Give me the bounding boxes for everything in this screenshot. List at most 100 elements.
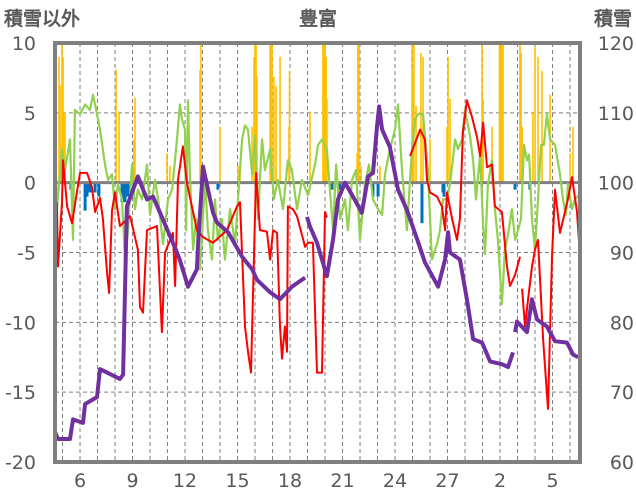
blue-bar bbox=[442, 182, 446, 197]
orange-bar bbox=[411, 43, 413, 183]
x-tick-label: 18 bbox=[278, 470, 302, 492]
gridlines bbox=[55, 43, 580, 462]
left-tick-label: -5 bbox=[17, 243, 36, 265]
orange-bar bbox=[273, 76, 275, 183]
orange-bar bbox=[309, 111, 311, 183]
right-axis-title: 積雪 bbox=[594, 7, 632, 30]
orange-bar bbox=[269, 43, 271, 183]
orange-bar bbox=[169, 165, 171, 183]
orange-bar bbox=[61, 43, 63, 183]
blue-bar bbox=[216, 182, 220, 190]
left-tick-label: -20 bbox=[5, 452, 36, 474]
left-tick-label: 0 bbox=[24, 173, 36, 195]
orange-bar bbox=[413, 43, 415, 183]
orange-bar bbox=[270, 43, 272, 183]
orange-bar bbox=[420, 52, 422, 183]
orange-bar bbox=[63, 112, 65, 183]
x-tick-label: 12 bbox=[173, 470, 197, 492]
right-tick-label: 100 bbox=[598, 173, 634, 195]
red-series-line bbox=[55, 99, 580, 410]
x-tick-label: 21 bbox=[330, 470, 354, 492]
orange-bar bbox=[255, 43, 257, 183]
orange-bar bbox=[501, 43, 503, 183]
right-tick-label: 60 bbox=[610, 452, 634, 474]
orange-bar bbox=[357, 43, 359, 183]
x-tick-label: 5 bbox=[546, 470, 558, 492]
orange-bar bbox=[62, 56, 64, 183]
orange-bar bbox=[253, 56, 255, 183]
orange-bar bbox=[279, 56, 281, 183]
blue-bar bbox=[120, 182, 124, 203]
x-tick-label: 9 bbox=[126, 470, 138, 492]
orange-bar bbox=[500, 43, 502, 183]
orange-bar bbox=[58, 56, 60, 183]
left-tick-label: 10 bbox=[12, 33, 36, 55]
orange-bar bbox=[532, 112, 534, 183]
right-axis-ticks: 120 110 100 90 80 70 60 bbox=[598, 33, 634, 474]
orange-bar bbox=[322, 43, 324, 183]
orange-bar bbox=[502, 43, 504, 183]
orange-bar bbox=[521, 126, 523, 183]
x-tick-label: 2 bbox=[494, 470, 506, 492]
blue-bar bbox=[420, 182, 424, 224]
left-tick-label: -10 bbox=[5, 312, 36, 334]
orange-bar bbox=[134, 97, 136, 183]
orange-bar bbox=[446, 126, 448, 183]
right-tick-label: 70 bbox=[610, 382, 634, 404]
blue-bar bbox=[123, 182, 127, 203]
blue-bar bbox=[93, 182, 97, 193]
orange-bar bbox=[379, 165, 381, 183]
plot-frame bbox=[53, 41, 582, 464]
blue-bar bbox=[330, 182, 334, 190]
orange-bar bbox=[325, 56, 327, 183]
orange-bar bbox=[449, 98, 451, 183]
orange-bar bbox=[358, 43, 360, 183]
bars-layer bbox=[58, 43, 574, 224]
orange-bar bbox=[288, 70, 291, 183]
orange-bar bbox=[499, 43, 501, 183]
left-axis-ticks: 10 5 0 -5 -10 -15 -20 bbox=[5, 33, 36, 474]
orange-bar bbox=[323, 43, 325, 183]
blue-bar bbox=[83, 182, 87, 211]
left-axis-title: 積雪以外 bbox=[4, 7, 80, 30]
blue-bar bbox=[88, 182, 92, 193]
blue-bar bbox=[126, 182, 130, 197]
orange-bar bbox=[520, 52, 522, 183]
lines-layer bbox=[53, 93, 580, 441]
orange-bar bbox=[537, 56, 539, 183]
right-tick-label: 110 bbox=[598, 103, 634, 125]
orange-bar bbox=[254, 43, 256, 183]
chart-title: 豊富 bbox=[299, 7, 337, 30]
right-tick-label: 120 bbox=[598, 33, 634, 55]
orange-bar bbox=[429, 139, 431, 183]
orange-bar bbox=[326, 98, 328, 183]
orange-bar bbox=[541, 70, 543, 183]
left-tick-label: -15 bbox=[5, 382, 36, 404]
blue-bar bbox=[513, 182, 517, 190]
x-tick-label: 6 bbox=[74, 470, 86, 492]
orange-bar bbox=[534, 47, 536, 183]
orange-bar bbox=[324, 43, 326, 183]
left-tick-label: 5 bbox=[24, 103, 36, 125]
blue-bar bbox=[376, 182, 380, 197]
right-tick-label: 90 bbox=[610, 243, 634, 265]
orange-bar bbox=[412, 70, 414, 183]
orange-bar bbox=[519, 43, 521, 183]
orange-bar bbox=[118, 111, 120, 183]
blue-bar bbox=[97, 182, 101, 197]
orange-bar bbox=[481, 43, 483, 183]
orange-bar bbox=[219, 126, 221, 183]
orange-bar bbox=[572, 126, 574, 183]
orange-bar bbox=[569, 153, 571, 183]
green-series-line bbox=[53, 93, 580, 306]
orange-bar bbox=[64, 112, 66, 183]
orange-bar bbox=[166, 153, 168, 183]
orange-bar bbox=[200, 43, 202, 183]
orange-bar bbox=[356, 153, 358, 183]
x-tick-label: 27 bbox=[435, 470, 459, 492]
orange-bar bbox=[275, 86, 277, 183]
orange-bar bbox=[115, 69, 117, 183]
orange-bar bbox=[360, 165, 362, 183]
right-tick-label: 80 bbox=[610, 312, 634, 334]
